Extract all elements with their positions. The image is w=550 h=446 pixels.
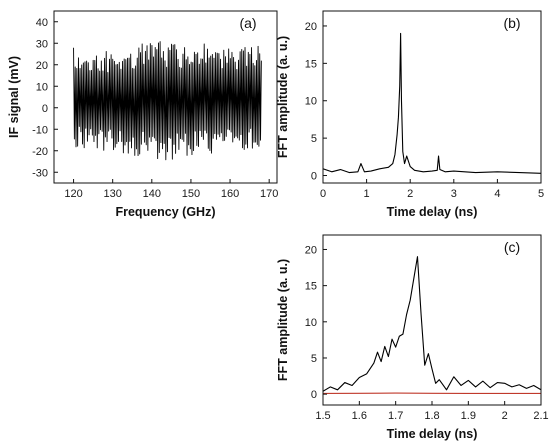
panel-a-x-tick-label: 120 <box>64 188 82 200</box>
panel-a-y-tick-label: -10 <box>32 124 48 136</box>
panel-b-y-tick-label: 0 <box>311 171 317 183</box>
panel-c-plot-frame <box>322 234 542 406</box>
panel-a-y-tick-label: 0 <box>42 103 48 115</box>
panel-c-x-tick-label: 1.6 <box>352 410 367 422</box>
panel-a-x-tick-label: 160 <box>221 188 239 200</box>
panel-b-plot-frame <box>322 10 542 184</box>
panel-b-y-tick-label: 15 <box>305 58 317 70</box>
panel-c: 1.5 1.6 1.7 1.8 1.9 2 2.1 0 5 10 15 20 Time delay (n… <box>276 234 549 441</box>
panel-c-x-tick-label: 1.9 <box>461 410 476 422</box>
panel-b-y-tick-label: 20 <box>305 21 317 33</box>
panel-c-x-tick-label: 1.5 <box>315 410 330 422</box>
panel-a-y-tick-label: 20 <box>36 60 48 72</box>
panel-c-y-tick-label: 20 <box>305 244 317 256</box>
panel-a-y-tick-label: 40 <box>36 17 48 29</box>
panel-b-y-axis-title: FFT amplitude (a. u.) <box>276 36 290 158</box>
panel-a-x-axis-title: Frequency (GHz) <box>115 205 215 219</box>
panel-b-x-axis-title: Time delay (ns) <box>387 205 478 219</box>
panel-b-x-tick-label: 1 <box>364 188 370 200</box>
panel-c-y-tick-label: 15 <box>305 281 317 293</box>
panel-c-y-tick-label: 10 <box>305 317 317 329</box>
panel-a: 120 130 140 150 160 170 -30 -20 -10 0 10 20 30 40 Freq… <box>7 10 278 219</box>
panel-c-series-0 <box>323 256 541 392</box>
panel-a-y-axis-title: IF signal (mV) <box>7 56 21 138</box>
panel-a-y-tick-label: -20 <box>32 146 48 158</box>
panel-a-y-tick-label: 10 <box>36 81 48 93</box>
panel-c-x-tick-label: 2.1 <box>533 410 548 422</box>
panel-c-x-tick-label: 1.7 <box>388 410 403 422</box>
panel-c-y-tick-label: 5 <box>311 353 317 365</box>
panel-b-x-tick-label: 5 <box>538 188 544 200</box>
panel-b-x-tick-label: 2 <box>407 188 413 200</box>
panel-b-y-tick-label: 5 <box>311 133 317 145</box>
panel-a-y-tick-label: 30 <box>36 38 48 50</box>
panel-c-x-axis-title: Time delay (ns) <box>387 427 478 441</box>
panel-a-y-tick-label: -30 <box>32 167 48 179</box>
panel-b-x-tick-label: 4 <box>494 188 500 200</box>
panel-a-plot-frame <box>53 10 278 184</box>
panel-a-x-tick-label: 170 <box>260 188 278 200</box>
panel-c-panel-label: (c) <box>504 239 520 255</box>
panel-b: 0 1 2 3 4 5 0 5 10 15 20 Time delay (ns) FFT amplitu… <box>276 10 544 219</box>
panel-c-x-tick-label: 1.8 <box>424 410 439 422</box>
panel-c-x-tick-label: 2 <box>502 410 508 422</box>
panel-a-x-tick-label: 130 <box>104 188 122 200</box>
panel-c-y-axis-title: FFT amplitude (a. u.) <box>276 259 290 381</box>
panel-b-series-0 <box>323 32 541 174</box>
panel-c-y-tick-label: 0 <box>311 389 317 401</box>
panel-b-y-tick-label: 10 <box>305 96 317 108</box>
panel-a-panel-label: (a) <box>239 15 256 31</box>
panel-b-panel-label: (b) <box>503 15 520 31</box>
panel-b-x-tick-label: 3 <box>451 188 457 200</box>
panel-b-x-tick-label: 0 <box>320 188 326 200</box>
panel-a-x-tick-label: 150 <box>182 188 200 200</box>
panel-a-x-tick-label: 140 <box>143 188 161 200</box>
panel-a-series-0 <box>73 41 262 161</box>
